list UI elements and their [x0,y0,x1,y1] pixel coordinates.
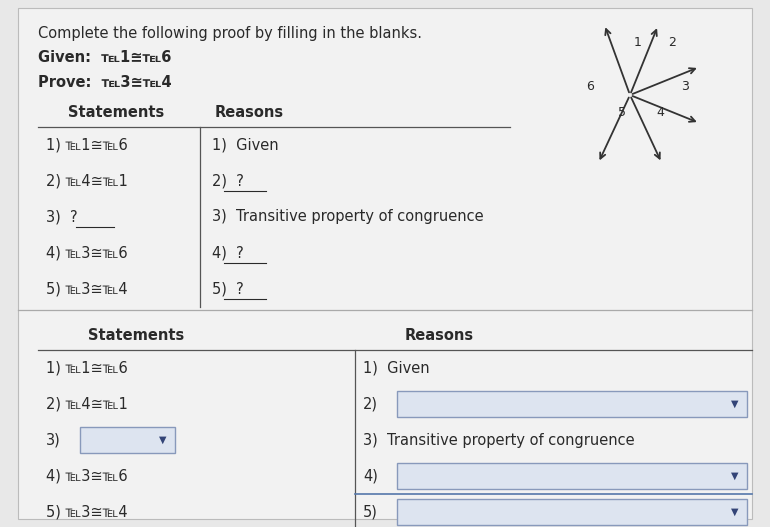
Text: 2)  ?: 2) ? [212,173,244,189]
Text: 4): 4) [363,469,378,483]
Text: 5) ℡3≅℡4: 5) ℡3≅℡4 [46,281,128,297]
Text: 2) ℡4≅℡1: 2) ℡4≅℡1 [46,173,128,189]
Text: ▼: ▼ [732,507,738,517]
FancyBboxPatch shape [18,8,752,519]
Text: ▼: ▼ [732,399,738,409]
Text: 3)  Transitive property of congruence: 3) Transitive property of congruence [363,433,634,447]
FancyBboxPatch shape [397,463,747,489]
Text: 6: 6 [586,81,594,93]
Text: 1) ℡1≅℡6: 1) ℡1≅℡6 [46,360,128,376]
Text: ▼: ▼ [732,471,738,481]
Text: Reasons: Reasons [405,328,474,343]
Text: 5: 5 [618,106,626,120]
Text: 3)  ?: 3) ? [46,210,78,225]
FancyBboxPatch shape [397,499,747,525]
Text: 3: 3 [681,81,689,93]
Text: 2) ℡4≅℡1: 2) ℡4≅℡1 [46,396,128,412]
FancyBboxPatch shape [397,391,747,417]
Text: 4) ℡3≅℡6: 4) ℡3≅℡6 [46,469,128,483]
Text: 1)  Given: 1) Given [212,138,279,152]
Text: 4: 4 [656,106,664,120]
Text: 5)  ?: 5) ? [212,281,244,297]
FancyBboxPatch shape [80,427,175,453]
Text: Given:  ℡1≅℡6: Given: ℡1≅℡6 [38,50,172,65]
Text: 1) ℡1≅℡6: 1) ℡1≅℡6 [46,138,128,152]
Text: 3): 3) [46,433,61,447]
Text: ▼: ▼ [159,435,167,445]
Text: 3)  Transitive property of congruence: 3) Transitive property of congruence [212,210,484,225]
Text: 1: 1 [634,36,642,50]
Text: Reasons: Reasons [215,105,284,120]
Text: Statements: Statements [88,328,184,343]
Text: 4) ℡3≅℡6: 4) ℡3≅℡6 [46,246,128,260]
Text: 4)  ?: 4) ? [212,246,244,260]
Text: 5) ℡3≅℡4: 5) ℡3≅℡4 [46,504,128,520]
Text: 1)  Given: 1) Given [363,360,430,376]
Text: 5): 5) [363,504,378,520]
Text: 2: 2 [668,36,676,50]
Text: Statements: Statements [68,105,164,120]
Text: Complete the following proof by filling in the blanks.: Complete the following proof by filling … [38,26,422,41]
Text: Prove:  ℡3≅℡4: Prove: ℡3≅℡4 [38,75,172,90]
Text: 2): 2) [363,396,378,412]
